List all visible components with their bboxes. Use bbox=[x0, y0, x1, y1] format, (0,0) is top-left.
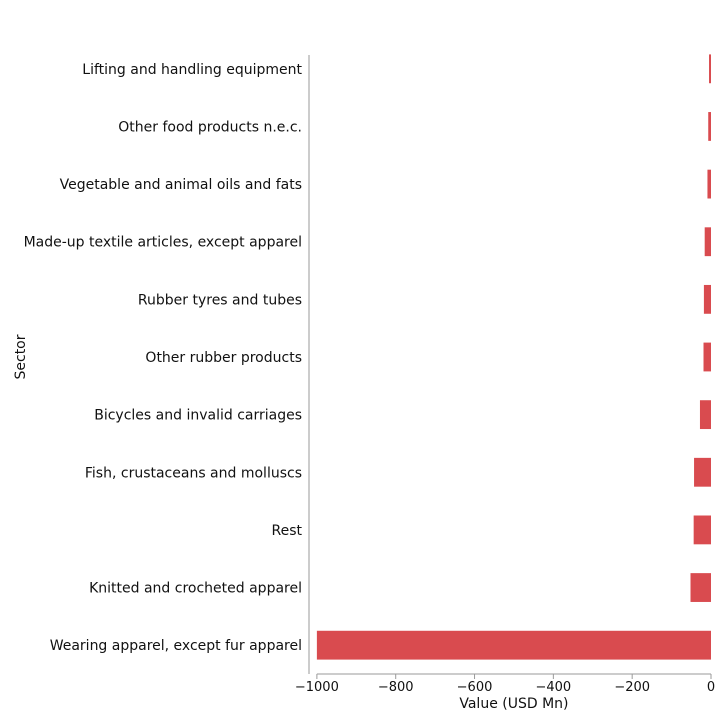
bar bbox=[316, 630, 711, 660]
bar bbox=[708, 112, 711, 141]
category-label: Vegetable and animal oils and fats bbox=[60, 177, 302, 193]
category-label: Lifting and handling equipment bbox=[82, 62, 302, 78]
x-tick-label: −200 bbox=[614, 680, 650, 695]
bar bbox=[699, 400, 711, 430]
category-label: Other rubber products bbox=[145, 350, 302, 366]
category-label: Other food products n.e.c. bbox=[118, 119, 302, 135]
category-label: Fish, crustaceans and molluscs bbox=[85, 465, 302, 481]
category-label: Wearing apparel, except fur apparel bbox=[50, 638, 302, 654]
bars-group bbox=[316, 54, 711, 660]
x-tick-label: −1000 bbox=[295, 680, 339, 695]
category-label: Rest bbox=[272, 523, 303, 539]
bar bbox=[693, 515, 711, 545]
bar bbox=[690, 573, 711, 602]
bar bbox=[703, 342, 711, 372]
x-axis-title: Value (USD Mn) bbox=[459, 696, 568, 712]
x-tick-label: −600 bbox=[457, 680, 493, 695]
bar bbox=[694, 457, 711, 487]
bar bbox=[704, 227, 711, 257]
category-labels: Lifting and handling equipment Other food… bbox=[24, 62, 303, 654]
category-label: Bicycles and invalid carriages bbox=[94, 408, 302, 424]
x-tick-label: −400 bbox=[535, 680, 571, 695]
y-axis-title: Sector bbox=[13, 334, 29, 379]
x-tick-label: −800 bbox=[378, 680, 414, 695]
category-label: Rubber tyres and tubes bbox=[138, 292, 302, 308]
category-label: Knitted and crocheted apparel bbox=[89, 581, 302, 597]
bar bbox=[707, 169, 711, 199]
category-label: Made-up textile articles, except apparel bbox=[24, 235, 302, 251]
x-axis-ticks: −1000 −800 −600 −400 −200 0 bbox=[295, 674, 715, 695]
bar bbox=[703, 284, 711, 314]
bar bbox=[709, 54, 711, 84]
x-tick-label: 0 bbox=[707, 680, 715, 695]
